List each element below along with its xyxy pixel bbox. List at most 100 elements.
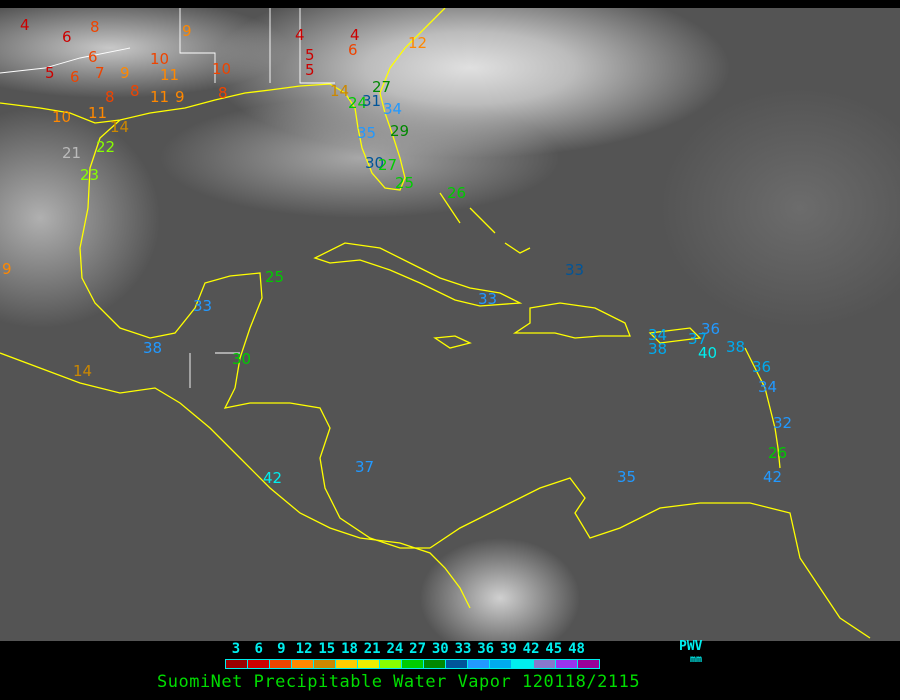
station-pwv-value: 6 <box>70 68 80 86</box>
station-pwv-value: 26 <box>447 184 467 202</box>
mexico-pacific-coast <box>0 352 471 609</box>
station-pwv-value: 24 <box>348 94 368 112</box>
map-title: SuomiNet Precipitable Water Vapor 120118… <box>157 672 641 692</box>
station-pwv-value: 40 <box>698 344 718 362</box>
legend-swatch <box>424 660 446 668</box>
legend-swatch <box>446 660 468 668</box>
station-pwv-value: 12 <box>408 34 428 52</box>
station-pwv-value: 33 <box>478 290 498 308</box>
station-pwv-value: 6 <box>62 28 72 46</box>
coastline-overlay <box>0 8 871 639</box>
station-pwv-value: 4 <box>295 26 305 44</box>
station-pwv-value: 14 <box>330 82 350 100</box>
bahamas <box>439 192 531 254</box>
station-pwv-value: 5 <box>305 46 315 64</box>
station-pwv-value: 5 <box>305 61 315 79</box>
us-state-borders <box>0 8 335 388</box>
station-pwv-value: 35 <box>617 468 637 486</box>
station-pwv-value: 5 <box>45 64 55 82</box>
legend-tick: 27 <box>409 641 427 657</box>
legend-swatch <box>358 660 380 668</box>
legend-swatch <box>490 660 512 668</box>
station-pwv-value: 33 <box>193 297 213 315</box>
legend-tick: 39 <box>499 641 517 657</box>
legend-tick: 30 <box>431 641 449 657</box>
station-pwv-value: 34 <box>383 100 403 118</box>
central-america-caribbean <box>223 387 430 549</box>
station-pwv-value: 26 <box>768 444 788 462</box>
legend-tick: 33 <box>454 641 472 657</box>
legend-swatch <box>578 660 599 668</box>
lesser-antilles <box>744 347 781 469</box>
station-pwv-value: 27 <box>378 156 398 174</box>
color-scale-bar <box>225 659 600 669</box>
station-pwv-value: 6 <box>348 41 358 59</box>
station-pwv-value: 30 <box>365 154 385 172</box>
hispaniola <box>512 302 631 339</box>
station-pwv-value: 11 <box>88 104 108 122</box>
station-pwv-value: 25 <box>265 268 285 286</box>
legend-tick: 45 <box>545 641 563 657</box>
station-pwv-value: 31 <box>362 92 382 110</box>
legend-swatch <box>468 660 490 668</box>
station-pwv-value: 9 <box>120 64 130 82</box>
legend-tick: 36 <box>477 641 495 657</box>
legend-tick: 48 <box>568 641 585 657</box>
station-pwv-value: 30 <box>232 350 252 368</box>
station-pwv-value: 10 <box>52 108 72 126</box>
station-pwv-value: 8 <box>218 84 228 102</box>
legend-unit-label: PWV <box>679 639 703 654</box>
station-pwv-value: 38 <box>143 339 163 357</box>
south-america-coast <box>429 477 871 639</box>
station-pwv-value: 34 <box>758 378 778 396</box>
legend-tick: 15 <box>318 641 336 657</box>
station-pwv-value: 32 <box>773 414 793 432</box>
station-pwv-value: 23 <box>80 166 100 184</box>
station-pwv-value: 42 <box>763 468 783 486</box>
station-pwv-value: 8 <box>130 82 140 100</box>
legend-swatch <box>292 660 314 668</box>
legend-swatch <box>226 660 248 668</box>
legend: 3 6 9 12 15 18 21 24 27 30 33 36 39 42 45 48 PWV mm Suo… <box>0 639 900 700</box>
station-pwv-value: 42 <box>263 469 283 487</box>
jamaica <box>433 335 472 349</box>
legend-tick: 9 <box>277 641 286 657</box>
station-pwv-value: 9 <box>182 22 192 40</box>
station-pwv-value: 4 <box>20 16 30 34</box>
legend-tick: 12 <box>295 641 313 657</box>
gulf-coast <box>0 8 446 191</box>
legend-tick: 42 <box>522 641 540 657</box>
puerto-rico <box>648 327 702 344</box>
station-pwv-value: 36 <box>701 320 721 338</box>
station-pwv-value: 35 <box>357 124 377 142</box>
legend-swatch <box>402 660 424 668</box>
station-pwv-value: 11 <box>150 88 170 106</box>
legend-swatch <box>534 660 556 668</box>
station-pwv-value: 34 <box>648 326 668 344</box>
station-pwv-value: 9 <box>2 260 12 278</box>
station-pwv-value: 6 <box>88 48 98 66</box>
station-pwv-value: 8 <box>105 88 115 106</box>
station-pwv-value: 37 <box>355 458 375 476</box>
legend-tick: 21 <box>363 641 381 657</box>
station-pwv-value: 7 <box>95 64 105 82</box>
station-pwv-value: 21 <box>62 144 82 162</box>
station-pwv-value: 27 <box>372 78 392 96</box>
station-pwv-value: 10 <box>150 50 170 68</box>
station-pwv-value: 38 <box>648 340 668 358</box>
legend-swatch <box>270 660 292 668</box>
station-pwv-value: 9 <box>175 88 185 106</box>
station-pwv-value: 10 <box>212 60 232 78</box>
station-pwv-value: 29 <box>390 122 410 140</box>
legend-swatch <box>512 660 534 668</box>
legend-tick: 6 <box>254 641 263 657</box>
station-pwv-value: 38 <box>726 338 746 356</box>
legend-swatch <box>380 660 402 668</box>
legend-unit: mm <box>690 654 703 665</box>
station-pwv-value: 8 <box>90 18 100 36</box>
station-pwv-value: 36 <box>752 358 772 376</box>
legend-swatch <box>248 660 270 668</box>
station-pwv-value: 22 <box>96 138 116 156</box>
station-pwv-value: 14 <box>73 362 93 380</box>
